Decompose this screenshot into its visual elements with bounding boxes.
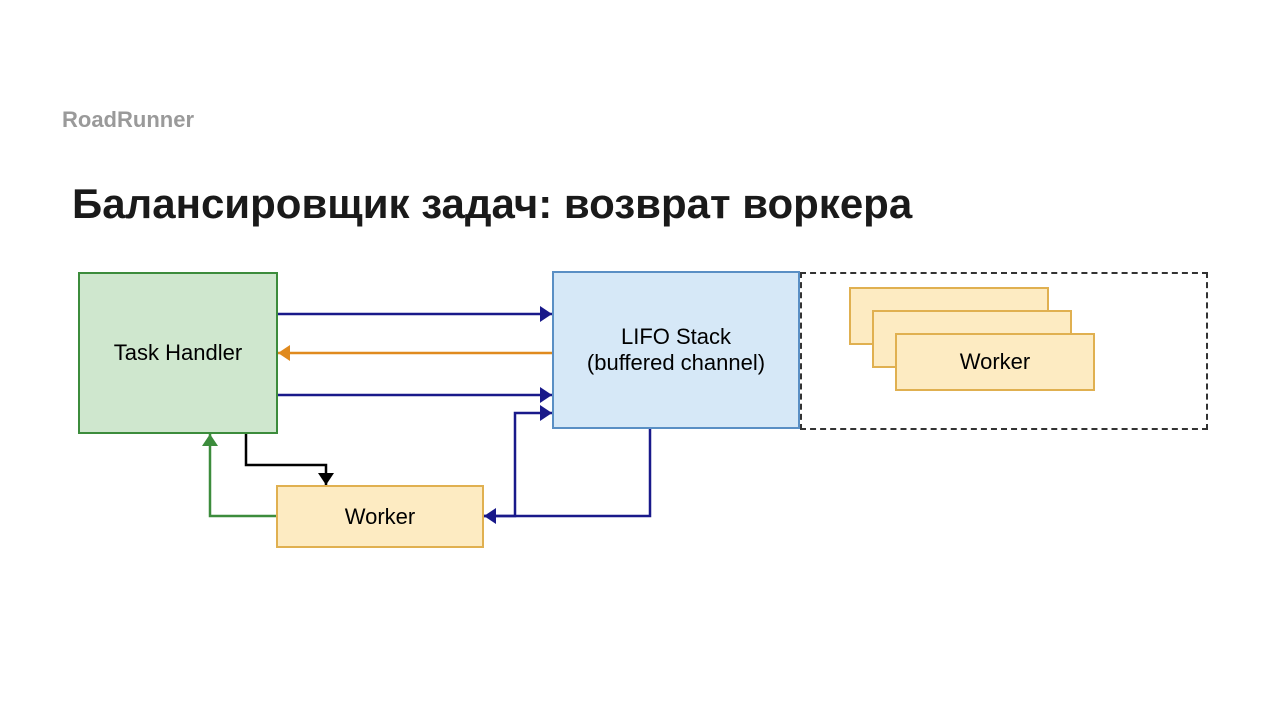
worker-single-box: Worker xyxy=(276,485,484,548)
brand-label: RoadRunner xyxy=(62,107,194,133)
task-handler-label: Task Handler xyxy=(114,340,242,366)
worker-single-label: Worker xyxy=(345,504,416,530)
diagram-page: RoadRunner Балансировщик задач: возврат … xyxy=(0,0,1280,720)
lifo-label-line2: (buffered channel) xyxy=(587,350,765,376)
worker-stack-card: Worker xyxy=(895,333,1095,391)
lifo-label-line1: LIFO Stack xyxy=(587,324,765,350)
task-handler-box: Task Handler xyxy=(78,272,278,434)
worker-stack-label: Worker xyxy=(960,349,1031,375)
lifo-stack-box: LIFO Stack (buffered channel) xyxy=(552,271,800,429)
page-title: Балансировщик задач: возврат воркера xyxy=(72,180,912,228)
